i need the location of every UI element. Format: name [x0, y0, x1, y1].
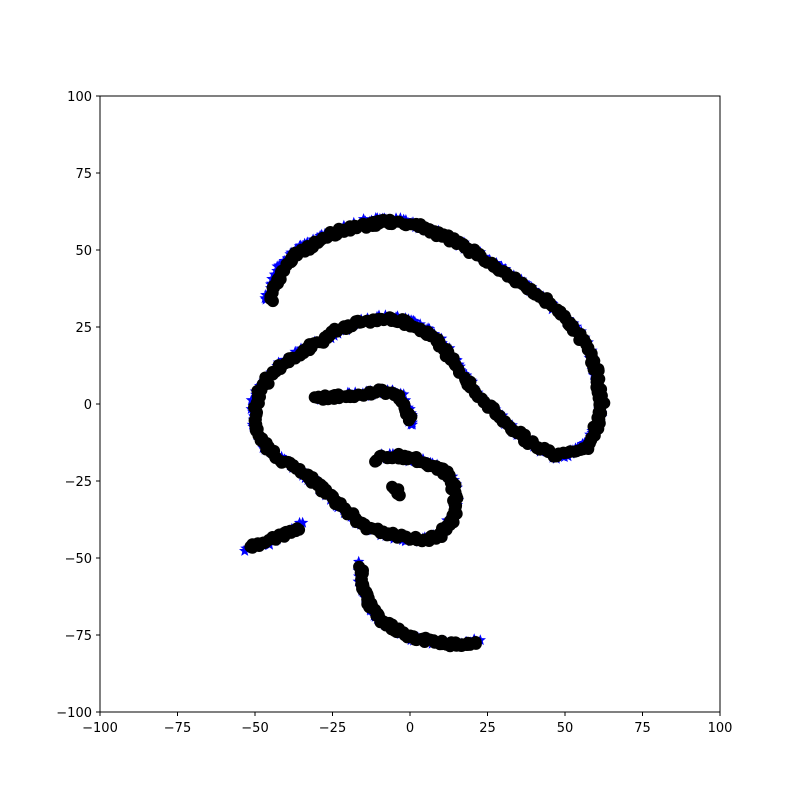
x-tick-label: −25	[319, 721, 346, 736]
plot-frame	[99, 95, 721, 713]
x-tick-label: 50	[557, 721, 574, 736]
x-axis-ticks: −100 −75 −50 −25 0 25 50 75 100	[82, 712, 732, 736]
y-tick-label: 50	[75, 244, 92, 259]
circle-point	[393, 489, 406, 502]
y-axis-ticks: −100 −75 −50 −25 0 25 50 75 100	[56, 90, 100, 721]
star-point	[296, 516, 309, 528]
y-tick-label: 25	[75, 321, 92, 336]
x-tick-label: 25	[479, 721, 496, 736]
x-tick-label: −75	[164, 721, 191, 736]
x-tick-label: −100	[82, 721, 118, 736]
circle-point	[369, 455, 382, 468]
y-tick-label: −50	[65, 552, 92, 567]
star-point	[289, 345, 301, 357]
x-tick-label: 75	[634, 721, 651, 736]
x-tick-label: −50	[241, 721, 268, 736]
circle-point	[293, 523, 306, 536]
y-tick-label: −100	[56, 706, 92, 721]
x-tick-label: 0	[406, 721, 414, 736]
y-tick-label: 0	[84, 398, 92, 413]
x-tick-label: 100	[708, 721, 733, 736]
star-point	[273, 259, 285, 271]
circle-point	[469, 636, 482, 648]
y-tick-label: −75	[65, 629, 92, 644]
y-tick-label: −25	[65, 475, 92, 490]
y-tick-label: 100	[67, 90, 92, 105]
circle-series	[244, 213, 611, 653]
y-tick-label: 75	[75, 167, 92, 182]
star-point	[245, 394, 258, 405]
circle-point	[402, 414, 415, 427]
